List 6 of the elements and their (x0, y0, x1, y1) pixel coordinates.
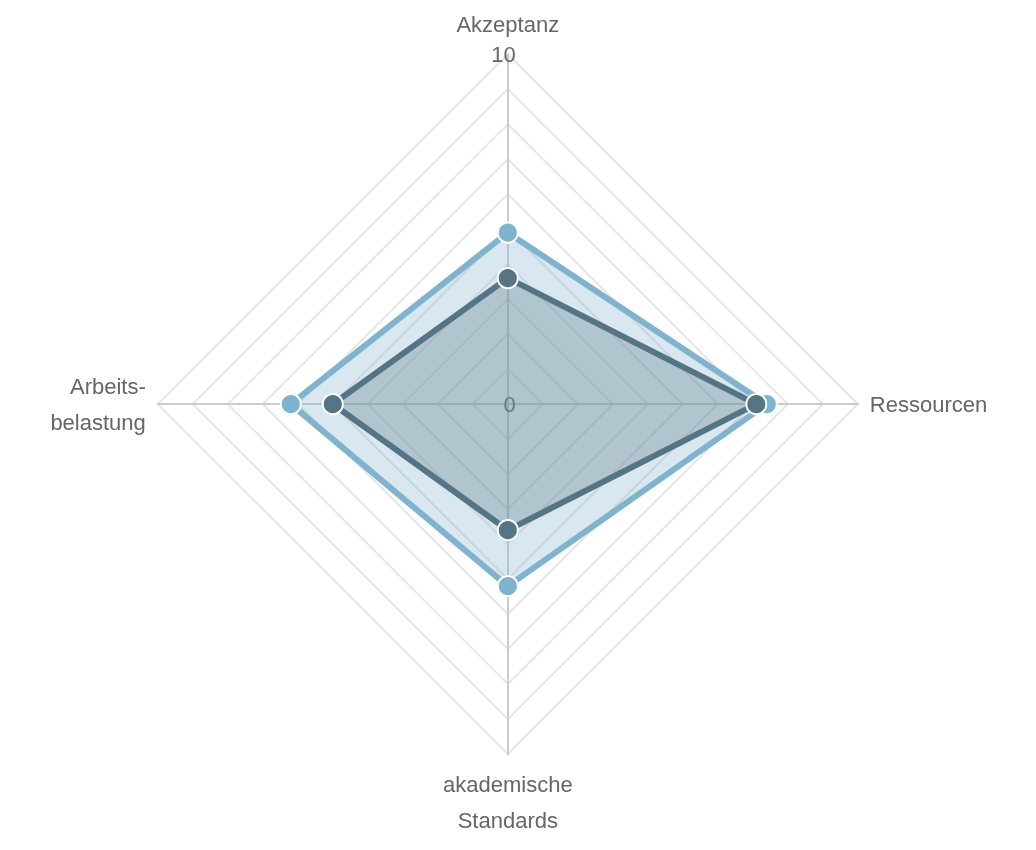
y-tick-label: 0 (503, 391, 516, 417)
spoke-label: akademische Standards (442, 771, 573, 833)
y-tick-label: 10 (491, 41, 516, 67)
spoke-label: Ressourcen (869, 391, 988, 417)
spoke-label: Arbeits- belastung (50, 373, 146, 435)
spoke-label: Akzeptanz (456, 11, 560, 37)
